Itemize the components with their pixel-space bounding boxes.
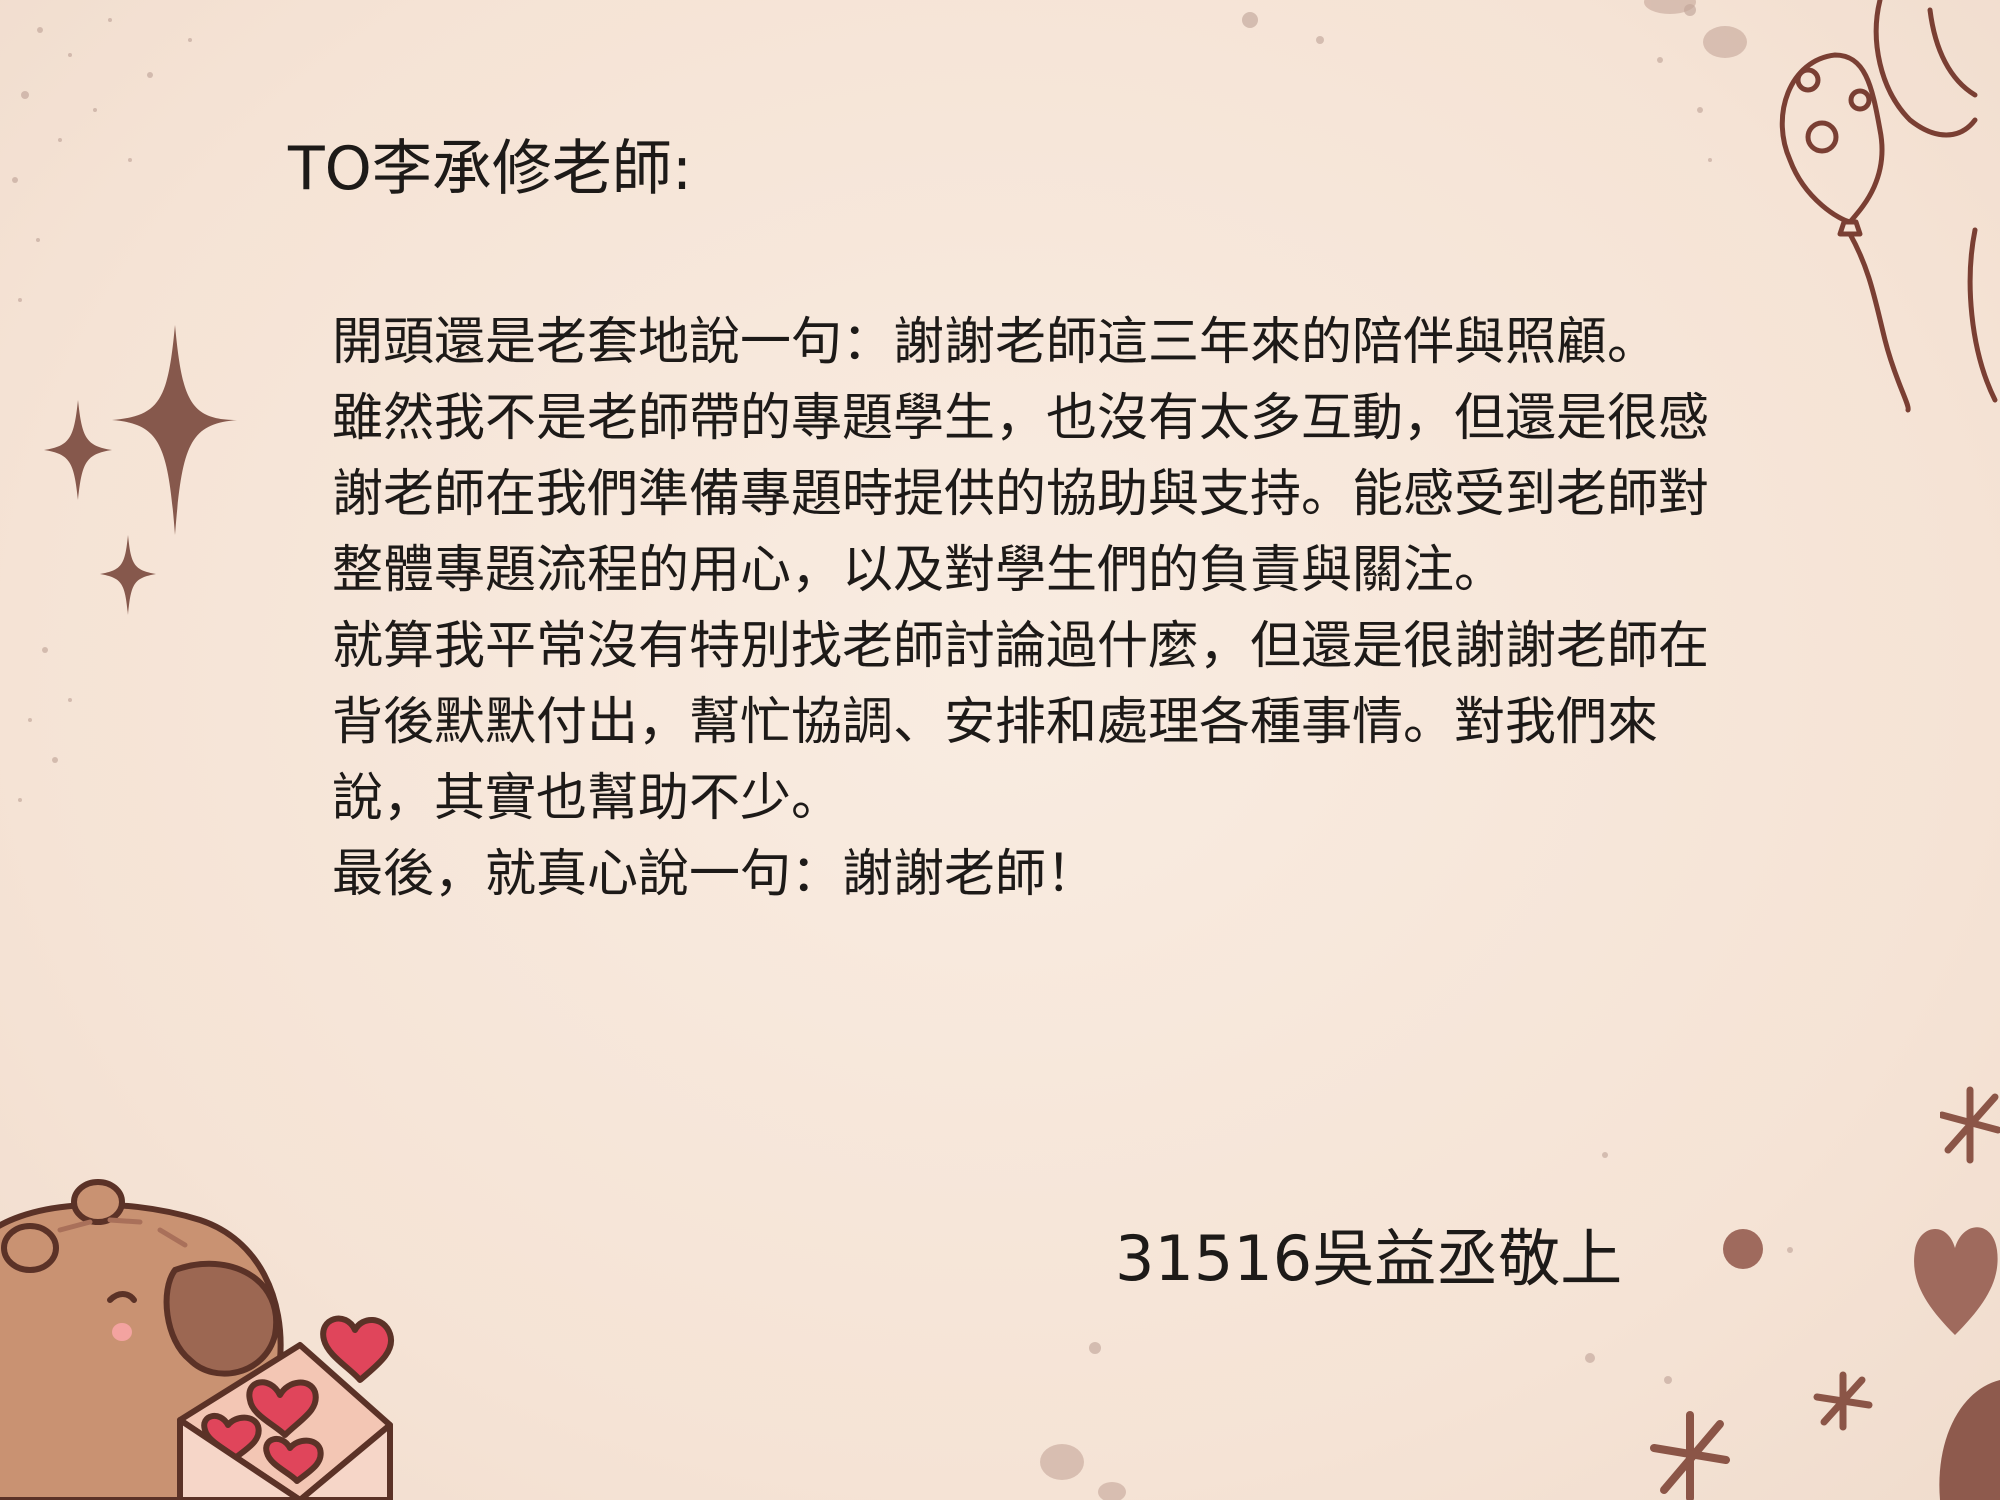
blob-shape <box>1939 1380 2000 1500</box>
star-doodle-icon <box>1650 1411 1730 1500</box>
letter-paragraph: 最後，就真心說一句：謝謝老師！ <box>332 845 1098 904</box>
balloon-icon <box>1779 0 1998 413</box>
heart-icon <box>1914 1227 1998 1335</box>
letter-paragraph: 就算我平常沒有特別找老師討論過什麼，但還是很謝謝老師在背後默默付出，幫忙協調、安… <box>332 617 1710 828</box>
letter-paragraph: 開頭還是老套地說一句：謝謝老師這三年來的陪伴與照顧。 <box>332 313 1659 372</box>
heart-envelope-icon <box>177 1315 395 1500</box>
letter-paragraph: 雖然我不是老師帶的專題學生，也沒有太多互動，但還是很感謝老師在我們準備專題時提供… <box>332 389 1710 600</box>
sparkle-icon <box>44 325 237 615</box>
dot-icon <box>1723 1229 1763 1269</box>
star-doodle-icon <box>1813 1371 1873 1431</box>
letter-greeting: TO李承修老師: <box>288 134 693 204</box>
letter-signature: 31516吳益丞敬上 <box>1115 1222 1623 1295</box>
letter-body: 開頭還是老套地說一句：謝謝老師這三年來的陪伴與照顧。 雖然我不是老師帶的專題學生… <box>332 305 1722 913</box>
star-doodle-icon <box>1940 1086 2000 1164</box>
